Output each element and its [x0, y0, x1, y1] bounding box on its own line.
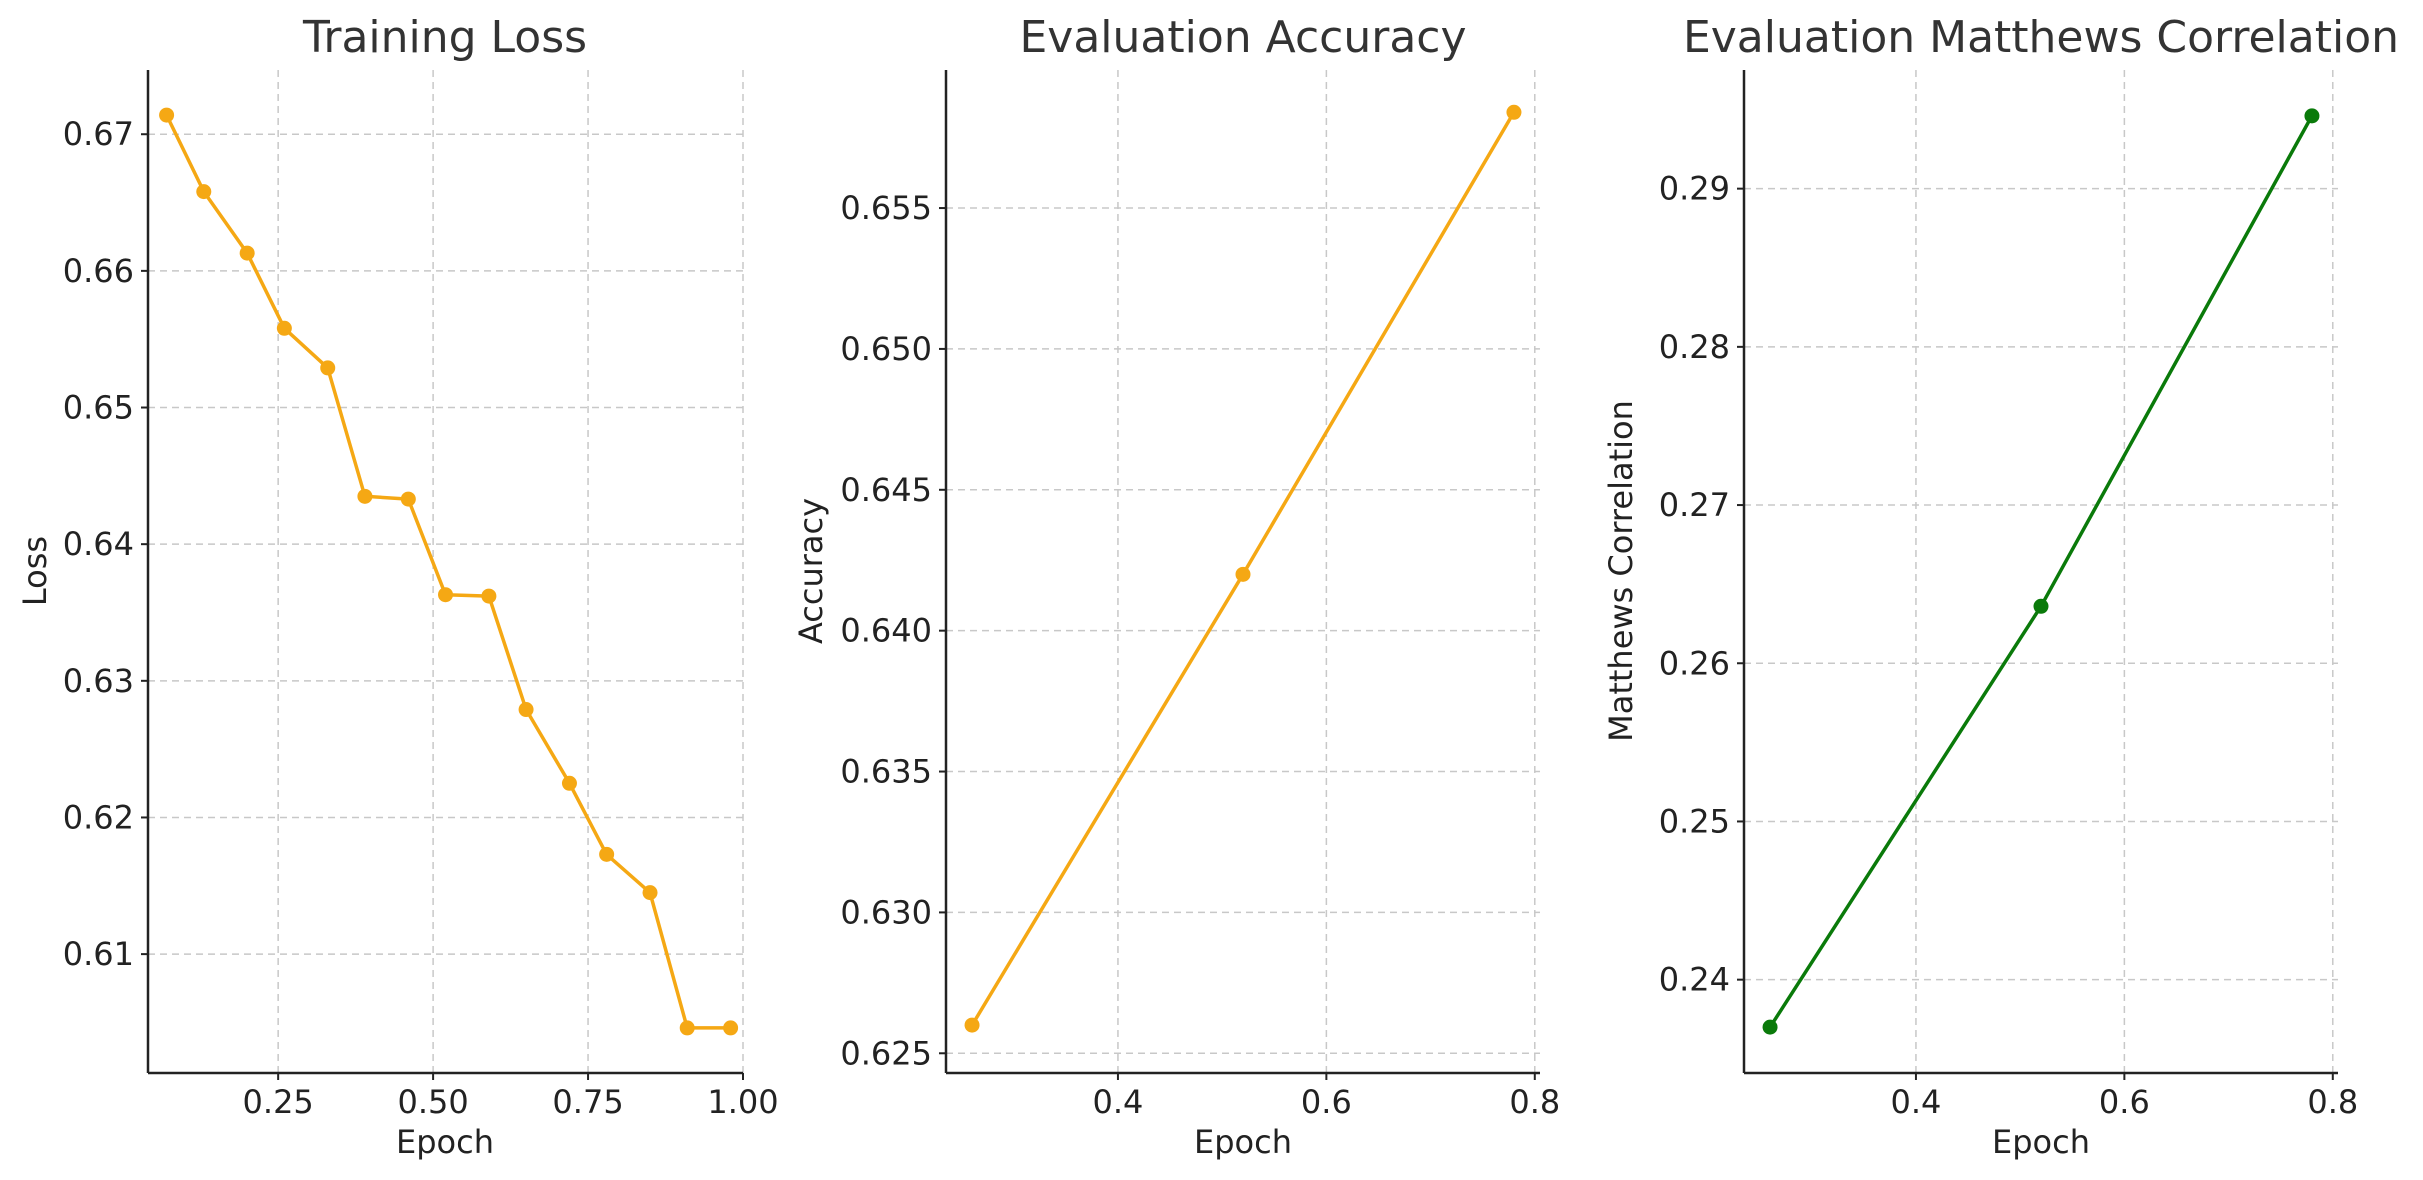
data-point — [2304, 108, 2320, 124]
y-tick-label: 0.67 — [63, 115, 134, 153]
data-point — [276, 320, 292, 336]
y-tick-label: 0.63 — [63, 662, 134, 700]
chart-title: Evaluation Matthews Correlation — [1683, 12, 2399, 63]
y-tick-label: 0.640 — [840, 612, 932, 650]
x-tick-label: 0.8 — [1509, 1083, 1560, 1121]
y-tick-label: 0.25 — [1659, 802, 1730, 840]
x-tick-label: 0.50 — [397, 1083, 468, 1121]
data-point — [2033, 598, 2049, 614]
y-tick-label: 0.27 — [1659, 486, 1730, 524]
chart-title: Training Loss — [302, 12, 587, 63]
y-axis-label: Matthews Correlation — [1602, 400, 1640, 742]
data-point — [400, 491, 416, 507]
x-tick-label: 0.4 — [1891, 1083, 1942, 1121]
y-tick-label: 0.655 — [840, 189, 932, 227]
ticks: 0.4 0.6 0.8 0.24 0.25 0.26 0.27 0.28 0.29 — [1659, 170, 2358, 1121]
grid-lines — [946, 70, 1540, 1073]
data-point — [320, 360, 336, 376]
data-point — [438, 587, 453, 603]
data-point — [196, 184, 212, 200]
data-point — [159, 107, 175, 123]
x-tick-label: 1.00 — [707, 1083, 778, 1121]
y-tick-label: 0.645 — [840, 471, 932, 509]
y-tick-label: 0.65 — [63, 389, 134, 427]
data-point — [239, 245, 255, 261]
y-tick-label: 0.62 — [63, 798, 134, 836]
data-point — [964, 1017, 980, 1033]
data-point — [642, 885, 658, 901]
panel-evaluation-matthews-correlation: 0.4 0.6 0.8 0.24 0.25 0.26 0.27 0.28 0.29 Evalua… — [1602, 12, 2399, 1161]
data-point — [1762, 1019, 1778, 1035]
x-tick-label: 0.4 — [1093, 1083, 1144, 1121]
ticks: 0.25 0.50 0.75 1.00 0.61 0.62 0.63 0.64 0.65 0.66… — [63, 115, 779, 1121]
ticks: 0.4 0.6 0.8 0.625 0.630 0.635 0.640 0.645 0.650 0… — [840, 189, 1560, 1121]
data-layer — [964, 104, 1522, 1033]
y-tick-label: 0.64 — [63, 525, 134, 563]
x-tick-label: 0.25 — [243, 1083, 314, 1121]
data-layer — [159, 107, 739, 1036]
y-tick-label: 0.635 — [840, 753, 932, 791]
x-tick-label: 0.75 — [552, 1083, 623, 1121]
data-point — [481, 588, 497, 604]
data-point — [599, 846, 615, 862]
grid-lines — [1744, 70, 2338, 1073]
data-point — [723, 1020, 739, 1036]
data-point — [561, 775, 577, 791]
x-axis-label: Epoch — [1194, 1123, 1292, 1161]
y-tick-label: 0.24 — [1659, 961, 1730, 999]
y-tick-label: 0.29 — [1659, 170, 1730, 208]
y-tick-label: 0.28 — [1659, 328, 1730, 366]
x-tick-label: 0.6 — [2099, 1083, 2150, 1121]
data-point — [518, 702, 534, 718]
series-line — [1768, 115, 2314, 1029]
y-tick-label: 0.650 — [840, 330, 932, 368]
panel-evaluation-accuracy: 0.4 0.6 0.8 0.625 0.630 0.635 0.640 0.645 0.650 0… — [792, 12, 1560, 1161]
panel-training-loss: 0.25 0.50 0.75 1.00 0.61 0.62 0.63 0.64 0.65 0.66… — [16, 12, 779, 1161]
y-tick-label: 0.66 — [63, 252, 134, 290]
y-tick-label: 0.26 — [1659, 644, 1730, 682]
y-tick-label: 0.625 — [840, 1034, 932, 1072]
y-tick-label: 0.61 — [63, 935, 134, 973]
x-axis-label: Epoch — [396, 1123, 494, 1161]
data-point — [357, 488, 373, 504]
y-tick-label: 0.630 — [840, 893, 932, 931]
x-axis-label: Epoch — [1992, 1123, 2090, 1161]
y-axis-label: Accuracy — [792, 498, 830, 644]
grid-lines — [148, 70, 744, 1073]
data-point — [1506, 104, 1522, 120]
x-tick-label: 0.6 — [1301, 1083, 1352, 1121]
chart-title: Evaluation Accuracy — [1019, 12, 1466, 63]
data-layer — [1762, 108, 2320, 1035]
data-point — [679, 1020, 695, 1036]
data-point — [1235, 566, 1251, 582]
x-tick-label: 0.8 — [2307, 1083, 2358, 1121]
y-axis-label: Loss — [16, 536, 54, 606]
